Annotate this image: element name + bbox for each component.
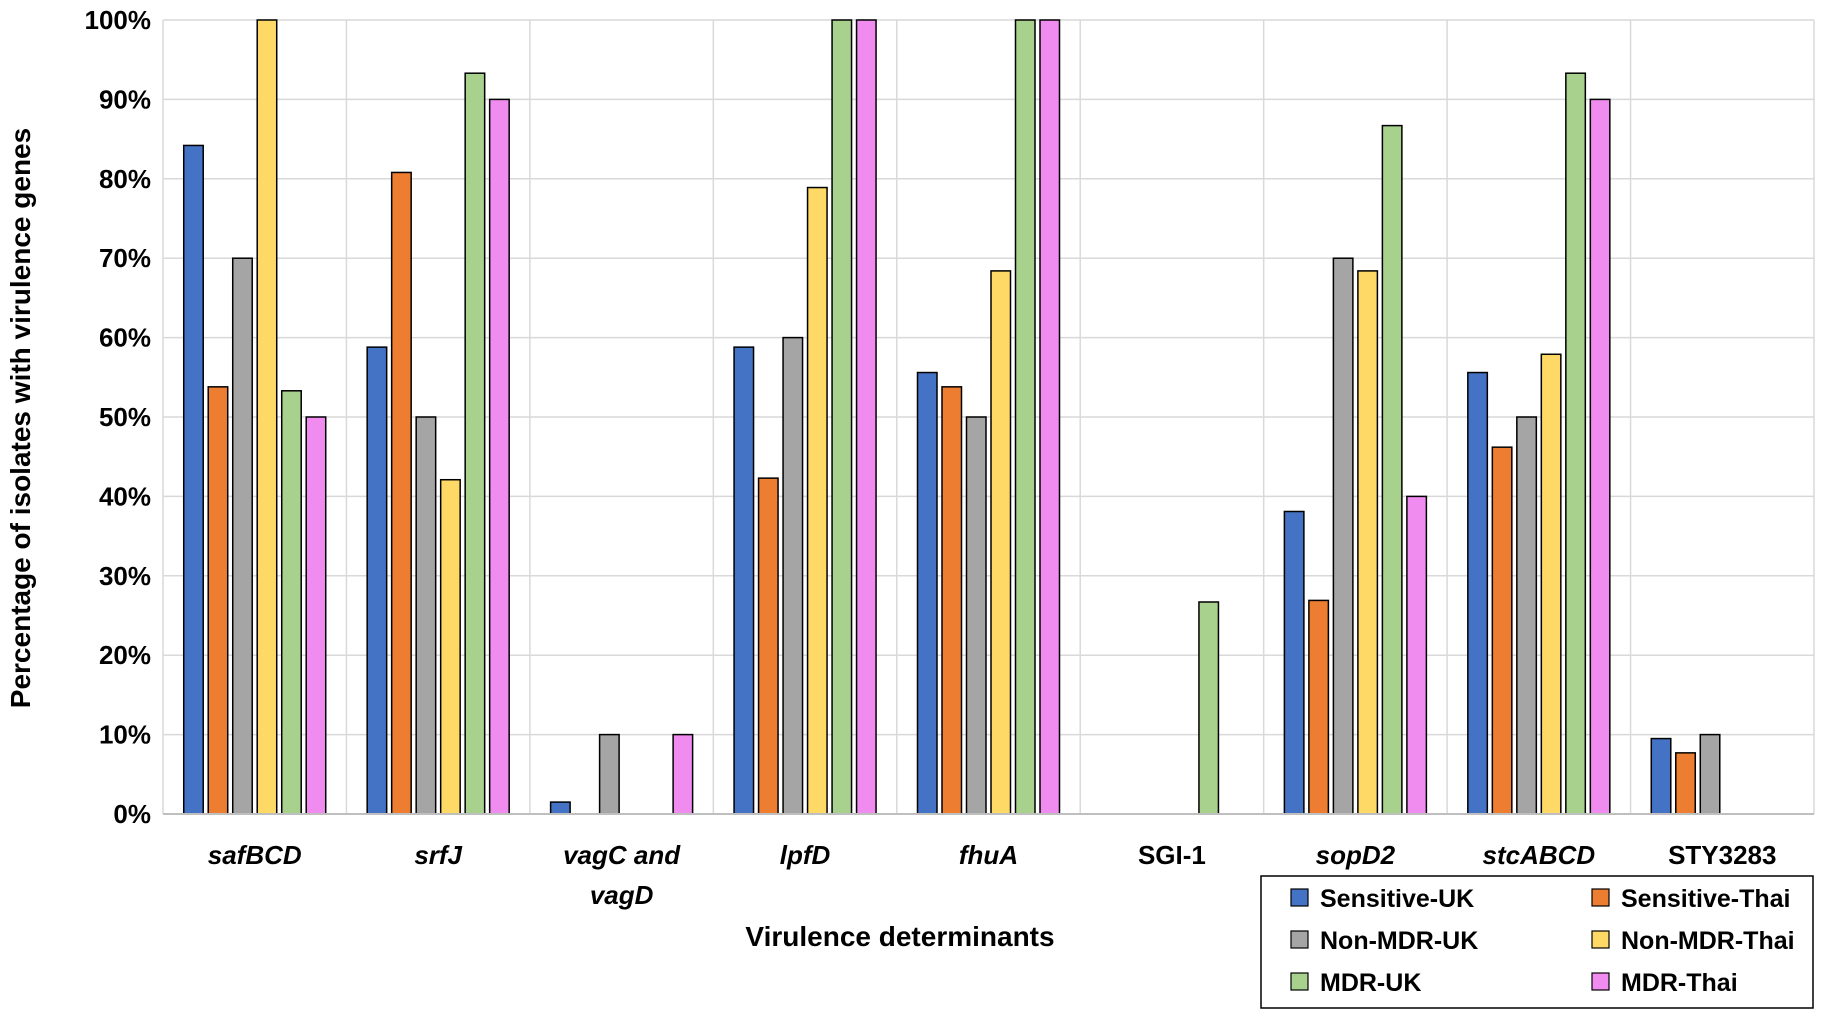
bar-sensitive-uk bbox=[1650, 737, 1672, 815]
legend-label: MDR-UK bbox=[1320, 969, 1421, 997]
y-tick-label: 0% bbox=[113, 799, 151, 829]
bar-non-mdr-thai bbox=[806, 186, 828, 815]
bar-non-mdr-thai bbox=[439, 478, 461, 815]
x-tick-label: SGI-1 bbox=[1138, 840, 1206, 870]
bar-sensitive-uk bbox=[733, 346, 755, 815]
y-tick-label: 30% bbox=[99, 561, 151, 591]
bar-mdr-uk bbox=[1565, 72, 1587, 815]
legend-swatch bbox=[1591, 888, 1610, 907]
y-tick-label: 20% bbox=[99, 640, 151, 670]
y-axis-title: Percentage of isolates with virulence ge… bbox=[5, 128, 36, 708]
legend: Sensitive-UK Sensitive-Thai Non-MDR-UK Non-… bbox=[1260, 875, 1814, 1009]
bar-mdr-uk bbox=[280, 390, 302, 815]
x-tick-label: vagC and vagD bbox=[563, 840, 681, 910]
bar-sensitive-uk bbox=[182, 144, 204, 815]
bar-mdr-thai bbox=[305, 416, 327, 815]
bar-sensitive-uk bbox=[549, 801, 571, 815]
bar-non-mdr-uk bbox=[598, 733, 620, 815]
bar-non-mdr-thai bbox=[256, 19, 278, 815]
legend-label: Non-MDR-UK bbox=[1320, 927, 1478, 955]
bar-mdr-uk bbox=[831, 19, 853, 815]
bar-non-mdr-uk bbox=[782, 336, 804, 815]
legend-label: MDR-Thai bbox=[1621, 969, 1738, 997]
legend-swatch bbox=[1290, 972, 1309, 991]
bar-non-mdr-thai bbox=[990, 270, 1012, 815]
bar-mdr-thai bbox=[1039, 19, 1061, 815]
y-tick-label: 80% bbox=[99, 164, 151, 194]
x-tick-label: stcABCD bbox=[1482, 840, 1595, 870]
x-axis-title: Virulence determinants bbox=[745, 921, 1054, 952]
bar-non-mdr-uk bbox=[231, 257, 253, 815]
gridlines bbox=[162, 19, 1815, 814]
bar-sensitive-uk bbox=[916, 371, 938, 815]
legend-swatch bbox=[1290, 930, 1309, 949]
y-tick-label: 10% bbox=[99, 720, 151, 750]
x-axis-tick-labels: safBCD srfJ vagC and vagD lpfD fhuA SGI-1 sopD2… bbox=[208, 840, 1777, 910]
bar-sensitive-uk bbox=[366, 346, 388, 815]
bar-mdr-uk bbox=[1198, 601, 1220, 815]
bar-non-mdr-thai bbox=[1540, 353, 1562, 815]
bar-sensitive-thai bbox=[390, 171, 412, 815]
y-tick-label: 40% bbox=[99, 481, 151, 511]
bar-mdr-thai bbox=[488, 98, 510, 815]
bar-mdr-uk bbox=[1014, 19, 1036, 815]
legend-swatch bbox=[1591, 972, 1610, 991]
x-tick-label: lpfD bbox=[780, 840, 831, 870]
bar-non-mdr-uk bbox=[965, 416, 987, 815]
bar-non-mdr-uk bbox=[1699, 733, 1721, 815]
legend-label: Non-MDR-Thai bbox=[1621, 927, 1795, 955]
bar-mdr-thai bbox=[1406, 495, 1428, 815]
legend-label: Sensitive-UK bbox=[1320, 885, 1474, 913]
x-tick-label: sopD2 bbox=[1316, 840, 1396, 870]
bar-mdr-uk bbox=[464, 72, 486, 815]
bar-mdr-thai bbox=[672, 733, 694, 815]
bar-non-mdr-thai bbox=[1357, 270, 1379, 815]
bar-non-mdr-uk bbox=[1516, 416, 1538, 815]
legend-label: Sensitive-Thai bbox=[1621, 885, 1791, 913]
y-tick-label: 60% bbox=[99, 323, 151, 353]
x-tick-label: fhuA bbox=[959, 840, 1018, 870]
bar-sensitive-thai bbox=[757, 477, 779, 815]
bar-sensitive-uk bbox=[1283, 510, 1305, 815]
y-tick-label: 50% bbox=[99, 402, 151, 432]
bar-non-mdr-uk bbox=[415, 416, 437, 815]
bar-sensitive-thai bbox=[1308, 599, 1330, 815]
bar-sensitive-thai bbox=[941, 386, 963, 815]
bar-sensitive-thai bbox=[1675, 752, 1697, 815]
y-tick-label: 70% bbox=[99, 243, 151, 273]
bar-mdr-uk bbox=[1381, 124, 1403, 815]
y-axis-ticks: 0% 10% 20% 30% 40% 50% 60% 70% 80% 90% 100% bbox=[85, 5, 152, 829]
y-tick-label: 90% bbox=[99, 84, 151, 114]
bar-non-mdr-uk bbox=[1332, 257, 1354, 815]
legend-swatch bbox=[1591, 930, 1610, 949]
legend-box bbox=[1260, 875, 1814, 1009]
x-tick-label: safBCD bbox=[208, 840, 302, 870]
bar-mdr-thai bbox=[1589, 98, 1611, 815]
legend-swatch bbox=[1290, 888, 1309, 907]
bar-sensitive-thai bbox=[1491, 446, 1513, 815]
y-tick-label: 100% bbox=[85, 5, 152, 35]
bar-mdr-thai bbox=[855, 19, 877, 815]
bar-sensitive-thai bbox=[207, 386, 229, 815]
x-tick-label: srfJ bbox=[414, 840, 462, 870]
x-tick-label: STY3283 bbox=[1668, 840, 1776, 870]
bar-sensitive-uk bbox=[1467, 371, 1489, 815]
